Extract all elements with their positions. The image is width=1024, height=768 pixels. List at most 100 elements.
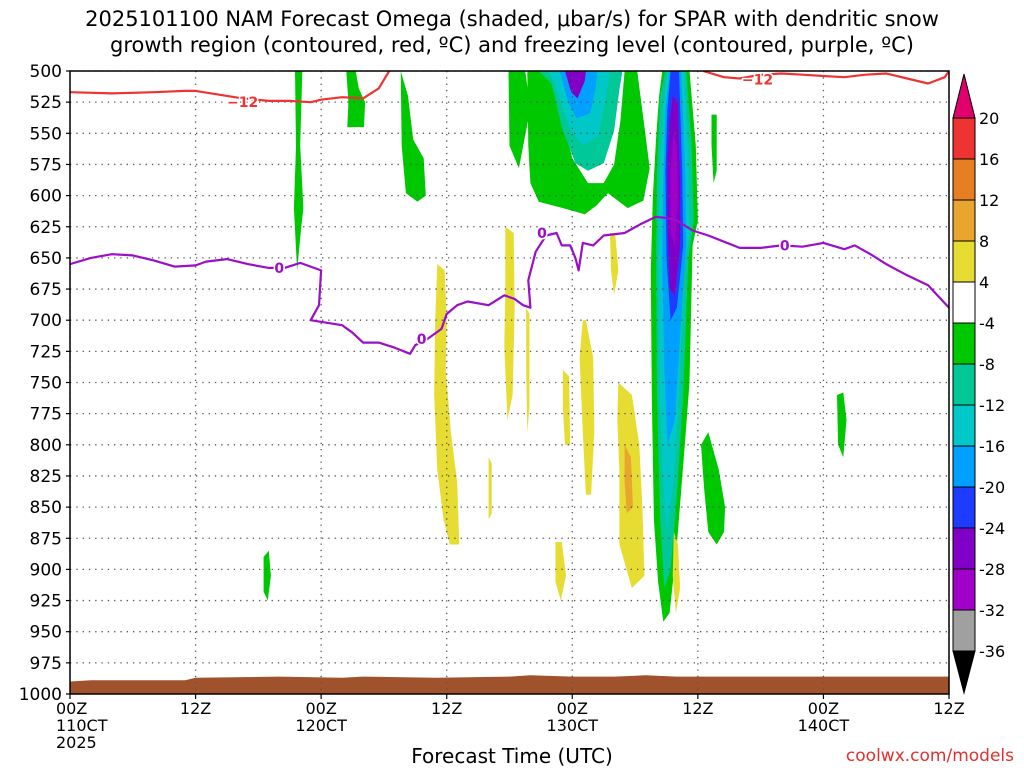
y-tick-label: 1000 <box>19 685 62 705</box>
x-axis-label: Forecast Time (UTC) <box>411 744 613 768</box>
y-tick-label: 650 <box>30 249 62 269</box>
plot-layers: −12 −12 0 0 0 0 <box>70 71 949 694</box>
y-tick-label: 700 <box>30 311 62 331</box>
colorbar-bin <box>952 609 976 652</box>
x-tick-label: 00Z <box>557 699 588 718</box>
omega-area-2 <box>400 71 426 202</box>
credit-link[interactable]: coolwx.com/models <box>845 746 1014 766</box>
x-tick-label: 12Z <box>431 699 462 718</box>
colorbar-under-triangle <box>952 650 976 695</box>
colorbar-bin <box>952 445 976 488</box>
y-tick-label: 800 <box>30 436 62 456</box>
contour-label: −12 <box>227 95 258 111</box>
colorbar-bin <box>952 158 976 201</box>
colorbar-bin <box>952 199 976 242</box>
y-tick-label: 675 <box>30 280 62 300</box>
omega-area-8 <box>565 71 586 99</box>
x-tick-label: 12Z <box>933 699 964 718</box>
y-tick-label: 500 <box>30 62 62 82</box>
colorbar-tick-label: -24 <box>979 519 1005 538</box>
x-tick-label: 2025 <box>56 733 97 752</box>
omega-area-20 <box>837 392 847 458</box>
y-tick-label: 775 <box>30 405 62 425</box>
y-tick-label: 575 <box>30 155 62 175</box>
omega-area-28 <box>624 444 633 514</box>
contour-line-1-0 <box>70 215 949 355</box>
colorbar-tick-label: 12 <box>979 191 999 210</box>
x-tick-label: 12Z <box>682 699 713 718</box>
y-tick-label: 525 <box>30 93 62 113</box>
x-tick-label: 00Z <box>56 699 87 718</box>
y-tick-label: 900 <box>30 560 62 580</box>
colorbar-tick-label: -28 <box>979 560 1005 579</box>
colorbar-bin <box>952 363 976 406</box>
colorbar-bin <box>952 486 976 529</box>
omega-area-3 <box>508 71 531 169</box>
colorbar-tick-label: 8 <box>979 232 989 251</box>
omega-area-17 <box>711 114 717 184</box>
omega-area-22 <box>504 226 515 420</box>
y-tick-label: 625 <box>30 218 62 238</box>
contour-label: 0 <box>274 261 284 277</box>
colorbar-bin <box>952 527 976 570</box>
colorbar-tick-label: -20 <box>979 478 1005 497</box>
axes: 500 525 550 575 600 625 650 675 700 725 750 775 800 8… <box>19 62 965 752</box>
colorbar-tick-label: -16 <box>979 437 1005 456</box>
y-tick-label: 975 <box>30 654 62 674</box>
colorbar: 20 16 12 8 4 -4 -8 -12 -16 -20 -24 -28 -32 -36 <box>952 73 1005 695</box>
contour-label: 0 <box>780 238 790 254</box>
x-tick-label: 130CT <box>547 716 599 735</box>
colorbar-tick-label: 4 <box>979 273 989 292</box>
omega-area-15 <box>670 133 678 246</box>
colorbar-bin <box>952 117 976 160</box>
colorbar-tick-label: -36 <box>979 642 1005 661</box>
omega-area-29 <box>555 542 566 601</box>
plot-area: −12 −12 0 0 0 0 <box>70 71 949 694</box>
y-tick-label: 600 <box>30 187 62 207</box>
omega-area-19 <box>263 550 271 601</box>
colorbar-bin <box>952 404 976 447</box>
contour-line-0-0 <box>70 71 391 104</box>
colorbar-tick-label: 20 <box>979 109 999 128</box>
omega-area-25 <box>562 370 571 445</box>
x-tick-label: 120CT <box>295 716 347 735</box>
colorbar-tick-label: -12 <box>979 396 1005 415</box>
omega-area-30 <box>488 457 492 520</box>
x-tick-label: 110CT <box>56 716 108 735</box>
colorbar-over-triangle <box>952 73 976 119</box>
omega-area-31 <box>672 532 681 613</box>
colorbar-tick-label: 16 <box>979 150 999 169</box>
colorbar-bin <box>952 568 976 611</box>
colorbar-tick-label: -8 <box>979 355 995 374</box>
colorbar-tick-label: -4 <box>979 314 995 333</box>
contour-label: 0 <box>537 226 547 242</box>
omega-area-21 <box>434 264 460 545</box>
colorbar-bin <box>952 240 976 283</box>
x-tick-label: 00Z <box>808 699 839 718</box>
x-tick-label: 140CT <box>798 716 850 735</box>
omega-area-26 <box>610 233 619 296</box>
y-tick-label: 950 <box>30 623 62 643</box>
y-tick-label: 750 <box>30 374 62 394</box>
x-tick-label: 12Z <box>180 699 211 718</box>
contour-label: −12 <box>742 73 773 89</box>
omega-area-0 <box>293 71 304 271</box>
y-tick-label: 875 <box>30 529 62 549</box>
chart-title: 2025101100 NAM Forecast Omega (shaded, μ… <box>85 7 939 57</box>
y-tick-label: 850 <box>30 498 62 518</box>
omega-area-23 <box>526 307 530 433</box>
colorbar-bin <box>952 281 976 324</box>
colorbar-tick-label: -32 <box>979 601 1005 620</box>
y-tick-label: 725 <box>30 342 62 362</box>
contour-line-0-1 <box>702 71 949 85</box>
contour-label: 0 <box>417 332 427 348</box>
y-tick-label: 825 <box>30 467 62 487</box>
omega-area-16 <box>701 432 726 545</box>
colorbar-bin <box>952 322 976 365</box>
y-tick-label: 550 <box>30 124 62 144</box>
y-tick-label: 925 <box>30 592 62 612</box>
omega-area-24 <box>579 320 595 495</box>
terrain <box>70 675 949 694</box>
x-tick-label: 00Z <box>305 699 336 718</box>
